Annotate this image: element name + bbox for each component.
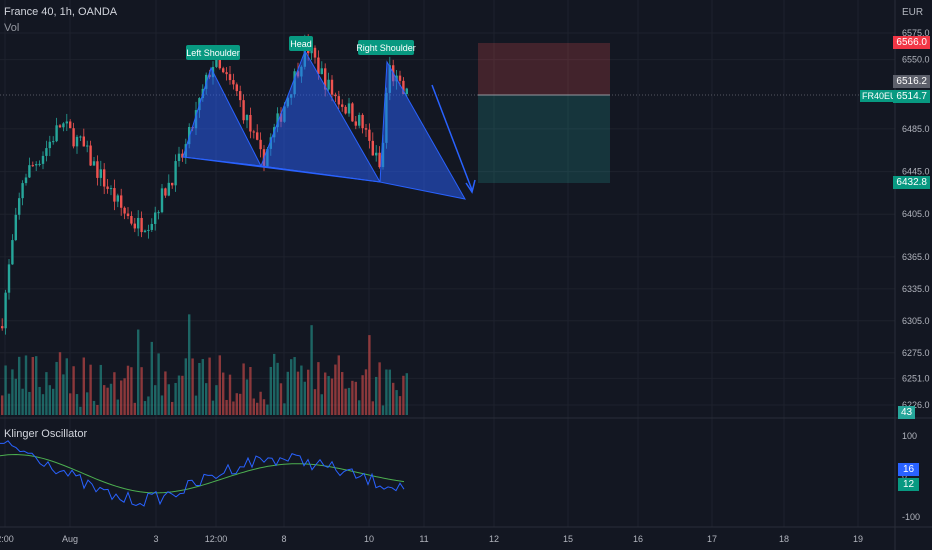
short-position-tool[interactable] [478,43,610,183]
time-tick-label: 12:00 [205,534,228,544]
price-tick-label: 6485.0 [902,124,930,134]
stop-price-tag: 6566.0 [893,36,930,49]
entry-top-tag: 6516.2 [893,75,930,88]
symbol-title[interactable]: France 40, 1h, OANDA [4,6,118,18]
label-right-shoulder: Right Shoulder [356,40,416,55]
time-tick-label: 17 [707,534,717,544]
time-tick-label: 2:00 [0,534,14,544]
time-tick-label: 18 [779,534,789,544]
price-tick-label: 6251.0 [902,373,930,383]
time-tick-label: Aug [62,534,78,544]
entry-price-tag: 6514.7 [893,90,930,103]
target-price-tag: 6432.8 [893,176,930,189]
time-tick-label: 11 [419,534,428,544]
signal-value-tag: 12 [898,478,920,491]
volume-bars [1,314,408,415]
price-tick-label: 6445.0 [902,167,930,177]
volume-last-tag: 43 [898,406,916,419]
oscillator-tick-label: 100 [902,431,917,441]
klinger-value-tag: 16 [898,463,920,476]
oscillator-tick-label: -100 [902,512,920,522]
oscillator-tick-label: 0 [902,471,907,481]
time-tick-label: 12 [489,534,499,544]
price-tick-label: 6335.0 [902,284,930,294]
time-tick-label: 15 [563,534,573,544]
price-tick-label: 6550.0 [902,55,930,65]
price-tick-label: 6275.0 [902,348,930,358]
label-right-shoulder-text: Right Shoulder [356,43,416,53]
neckline-triangle [182,156,381,183]
time-tick-label: 16 [633,534,643,544]
time-tick-label: 19 [853,534,863,544]
currency-label: EUR [902,7,924,18]
label-left-shoulder-text: Left Shoulder [186,48,240,58]
price-tick-label: 6405.0 [902,209,930,219]
klinger-oscillator-lines [0,440,405,507]
label-head: Head [289,36,313,51]
volume-label: Vol [4,22,20,34]
target-zone [478,95,610,183]
downward-arrow[interactable] [431,84,476,194]
time-axis[interactable]: 2:00 Aug 3 12:00 8 10 11 12 15 16 17 18 19 [0,534,863,544]
oscillator-axis[interactable]: 100 0 -100 [902,431,920,522]
price-axis[interactable]: 6575.0 6550.0 6485.0 6445.0 6405.0 6365.0 6335… [902,28,930,410]
price-tick-label: 6575.0 [902,28,930,38]
price-tick-label: 6226.0 [902,400,930,410]
label-head-text: Head [290,39,312,49]
right-shoulder-triangle [379,60,466,200]
time-tick-label: 3 [153,534,158,544]
time-tick-label: 8 [281,534,286,544]
price-tick-label: 6365.0 [902,252,930,262]
head-shoulders-pattern[interactable] [182,49,466,200]
oscillator-label[interactable]: Klinger Oscillator [4,428,88,440]
label-left-shoulder: Left Shoulder [186,45,240,60]
price-tick-label: 6305.0 [902,316,930,326]
time-tick-label: 10 [364,534,374,544]
stop-zone [478,43,610,95]
